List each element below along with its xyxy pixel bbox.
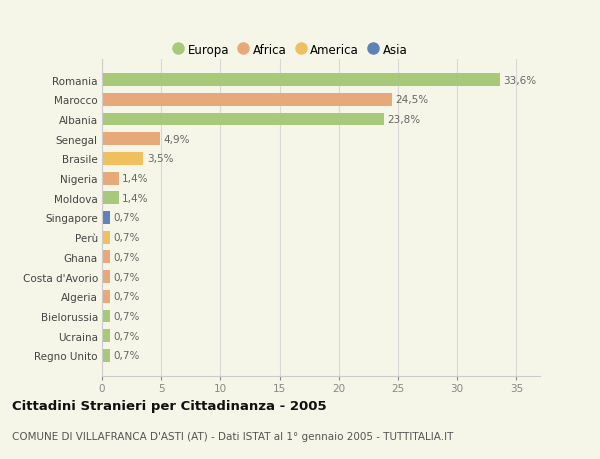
Bar bbox=[102, 153, 143, 165]
Bar bbox=[102, 172, 119, 185]
Text: 0,7%: 0,7% bbox=[114, 311, 140, 321]
Bar bbox=[102, 212, 110, 224]
Bar bbox=[102, 310, 110, 323]
Text: 0,7%: 0,7% bbox=[114, 351, 140, 361]
Text: 0,7%: 0,7% bbox=[114, 252, 140, 263]
Text: Cittadini Stranieri per Cittadinanza - 2005: Cittadini Stranieri per Cittadinanza - 2… bbox=[12, 399, 326, 412]
Bar bbox=[102, 251, 110, 264]
Text: 23,8%: 23,8% bbox=[387, 115, 421, 125]
Text: 0,7%: 0,7% bbox=[114, 233, 140, 243]
Bar bbox=[102, 133, 160, 146]
Text: 0,7%: 0,7% bbox=[114, 272, 140, 282]
Text: 0,7%: 0,7% bbox=[114, 213, 140, 223]
Text: 33,6%: 33,6% bbox=[503, 75, 536, 85]
Text: 24,5%: 24,5% bbox=[395, 95, 429, 105]
Bar bbox=[102, 290, 110, 303]
Text: COMUNE DI VILLAFRANCA D'ASTI (AT) - Dati ISTAT al 1° gennaio 2005 - TUTTITALIA.I: COMUNE DI VILLAFRANCA D'ASTI (AT) - Dati… bbox=[12, 431, 454, 442]
Text: 0,7%: 0,7% bbox=[114, 291, 140, 302]
Text: 4,9%: 4,9% bbox=[164, 134, 190, 145]
Bar bbox=[102, 349, 110, 362]
Text: 0,7%: 0,7% bbox=[114, 331, 140, 341]
Bar bbox=[102, 94, 392, 106]
Bar bbox=[102, 271, 110, 283]
Text: 3,5%: 3,5% bbox=[147, 154, 173, 164]
Text: 1,4%: 1,4% bbox=[122, 193, 149, 203]
Bar bbox=[102, 330, 110, 342]
Bar bbox=[102, 192, 119, 205]
Bar bbox=[102, 113, 384, 126]
Bar bbox=[102, 231, 110, 244]
Text: 1,4%: 1,4% bbox=[122, 174, 149, 184]
Bar bbox=[102, 74, 500, 87]
Legend: Europa, Africa, America, Asia: Europa, Africa, America, Asia bbox=[170, 40, 411, 60]
